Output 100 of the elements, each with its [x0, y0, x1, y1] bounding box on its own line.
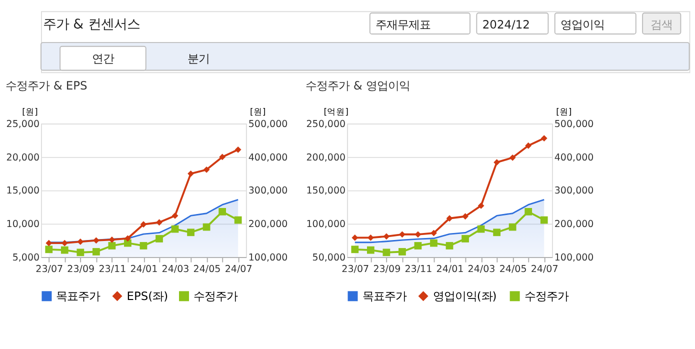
- x-tick-label: 24/03: [162, 264, 190, 275]
- x-tick-label: 24/01: [130, 264, 158, 275]
- point: [494, 159, 500, 166]
- x-tick-label: 24/05: [499, 264, 527, 275]
- point: [171, 225, 179, 233]
- y-tick-label: 250,000: [306, 118, 346, 130]
- y2-tick-label: 100,000: [554, 252, 594, 264]
- y2-tick-label: 200,000: [248, 219, 288, 230]
- point: [366, 246, 374, 254]
- y-tick-label: 25,000: [6, 118, 40, 130]
- point: [218, 208, 226, 216]
- point: [76, 248, 84, 256]
- y-tick-label: 5,000: [12, 252, 40, 264]
- y-axis-title: [억원]: [324, 108, 348, 118]
- y-tick-label: 100,000: [306, 219, 346, 230]
- y-tick-label: 200,000: [306, 152, 346, 164]
- y-tick-label: 50,000: [312, 252, 346, 264]
- point: [108, 236, 116, 243]
- point: [156, 219, 162, 226]
- y-tick-label: 10,000: [6, 219, 40, 230]
- text: 연간: [92, 52, 114, 66]
- chart-title: 수정주가 & EPS: [6, 78, 88, 92]
- point: [124, 235, 131, 242]
- point: [383, 233, 390, 240]
- point: [352, 234, 358, 241]
- point: [462, 213, 468, 220]
- x-tick-label: 24/07: [224, 264, 252, 275]
- point: [108, 242, 116, 250]
- point: [92, 237, 100, 244]
- point: [234, 216, 242, 224]
- y2-tick-label: 400,000: [248, 152, 288, 164]
- point: [172, 212, 178, 219]
- chart-title: 수정주가 & 영업이익: [306, 78, 410, 92]
- point: [156, 235, 163, 242]
- x-tick-label: 23/07: [36, 264, 64, 275]
- x-tick-label: 24/05: [193, 264, 221, 275]
- y2-tick-label: 500,000: [248, 118, 288, 130]
- y2-tick-label: 300,000: [248, 186, 288, 197]
- point: [202, 223, 210, 231]
- point: [140, 242, 148, 250]
- point: [462, 235, 469, 242]
- point: [188, 170, 194, 177]
- point: [398, 248, 406, 256]
- y2-tick-label: 400,000: [554, 152, 594, 164]
- x-tick-label: 23/09: [67, 264, 95, 275]
- point: [478, 202, 484, 209]
- point: [524, 208, 532, 216]
- y2-tick-label: 500,000: [554, 118, 594, 130]
- y2-axis-title: [원]: [556, 108, 572, 118]
- point: [414, 231, 422, 238]
- point: [399, 231, 406, 238]
- y-tick-label: 20,000: [6, 152, 40, 164]
- text: 검색: [650, 17, 673, 32]
- point: [61, 240, 68, 246]
- point: [187, 228, 194, 236]
- legend-label: 수정주가: [524, 288, 568, 303]
- point: [45, 246, 53, 254]
- legend-label: 수정주가: [194, 288, 238, 303]
- y-tick-label: 15,000: [6, 186, 40, 197]
- y2-tick-label: 200,000: [554, 219, 594, 230]
- point: [92, 248, 100, 256]
- point: [234, 146, 242, 153]
- legend-label: 목표주가: [362, 288, 406, 303]
- point: [60, 246, 68, 254]
- text: 영업이익: [560, 17, 605, 32]
- x-tick-label: 23/07: [342, 264, 370, 275]
- x-tick-label: 24/07: [530, 264, 558, 275]
- legend-label: 목표주가: [56, 288, 100, 303]
- x-tick-label: 23/11: [98, 264, 126, 275]
- text: 주가 & 컨센서스: [42, 17, 140, 32]
- point: [509, 154, 516, 161]
- legend-label: 영업이익(좌): [432, 288, 497, 303]
- point: [540, 135, 548, 142]
- y-axis-title: [원]: [22, 108, 38, 118]
- x-tick-label: 23/11: [404, 264, 432, 275]
- text: 주재무제표: [376, 17, 431, 32]
- y2-tick-label: 300,000: [554, 186, 594, 197]
- point: [430, 230, 437, 236]
- point: [367, 234, 374, 241]
- point: [414, 242, 422, 250]
- x-tick-label: 24/03: [468, 264, 496, 275]
- point: [493, 228, 501, 236]
- point: [351, 246, 359, 254]
- point: [525, 142, 532, 149]
- point: [46, 240, 52, 246]
- point: [508, 223, 516, 231]
- point: [124, 239, 132, 247]
- point: [430, 239, 438, 247]
- legend-label: EPS(좌): [126, 288, 168, 303]
- x-tick-label: 23/09: [373, 264, 401, 275]
- point: [446, 242, 454, 250]
- y2-axis-title: [원]: [250, 108, 266, 118]
- point: [77, 238, 84, 245]
- point: [219, 154, 226, 160]
- text: 2024/12: [482, 17, 530, 32]
- y-tick-label: 150,000: [306, 186, 346, 197]
- point: [540, 216, 548, 224]
- text: 분기: [187, 52, 210, 66]
- point: [382, 248, 390, 256]
- point: [203, 166, 210, 173]
